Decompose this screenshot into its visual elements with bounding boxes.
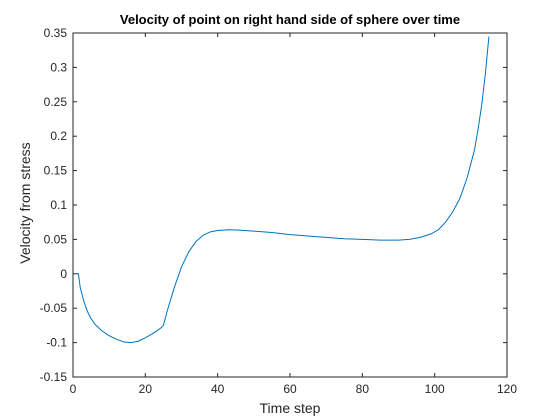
x-axis-label: Time step — [260, 400, 321, 416]
x-tick-label: 20 — [139, 382, 153, 396]
x-tick-label: 40 — [211, 382, 225, 396]
y-tick-label: 0.3 — [50, 60, 67, 74]
x-tick-label: 60 — [283, 382, 297, 396]
y-axis-ticks: -0.15 -0.1 -0.05 0 0.05 0.1 0.15 0.2 0.25 0.3 0.35 — [40, 26, 507, 384]
y-tick-label: 0.1 — [50, 198, 67, 212]
series-line-1 — [76, 36, 490, 344]
y-tick-label: 0.25 — [44, 95, 68, 109]
y-tick-label: 0.05 — [44, 232, 68, 246]
y-tick-label: -0.05 — [40, 301, 68, 315]
y-axis-label: Velocity from stress — [17, 142, 33, 263]
x-axis-ticks: 0 20 40 60 80 100 120 — [70, 33, 517, 396]
y-tick-label: 0.15 — [44, 164, 68, 178]
plot-area — [72, 32, 508, 378]
x-tick-label: 80 — [356, 382, 370, 396]
x-tick-label: 100 — [425, 382, 445, 396]
plot-background — [73, 33, 507, 377]
y-tick-label: -0.15 — [40, 370, 68, 384]
y-tick-label: 0.2 — [50, 129, 67, 143]
chart-title: Velocity of point on right hand side of … — [120, 12, 460, 27]
x-tick-label: 120 — [497, 382, 517, 396]
x-tick-label: 0 — [70, 382, 77, 396]
y-tick-label: -0.1 — [46, 336, 67, 350]
y-tick-label: 0 — [60, 267, 67, 281]
y-tick-label: 0.35 — [44, 26, 68, 40]
